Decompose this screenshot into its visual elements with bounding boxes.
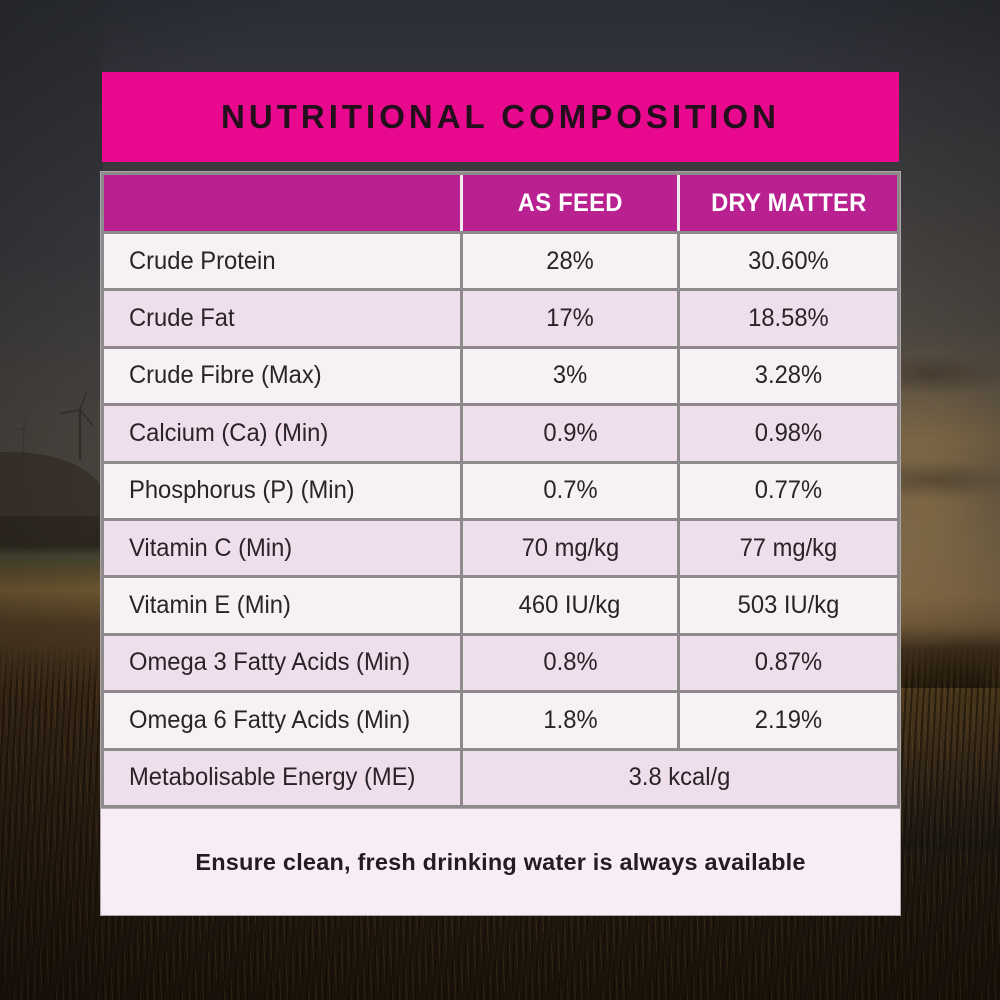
column-header-label: AS FEED (517, 188, 623, 217)
nutrient-label: Omega 6 Fatty Acids (Min) (104, 693, 460, 748)
dry-matter-value: 18.58% (680, 291, 897, 346)
wind-turbine-icon (12, 417, 32, 458)
table-body: AS FEED DRY MATTER Crude Protein 28% 30.60… (101, 172, 900, 808)
table-row: Omega 3 Fatty Acids (Min) 0.8% 0.87% (104, 635, 897, 691)
table-header-row: AS FEED DRY MATTER (104, 175, 897, 231)
as-feed-value: 17% (463, 291, 677, 346)
table-row: Crude Protein 28% 30.60% (104, 234, 897, 289)
table-row: Metabolisable Energy (ME) 3.8 kcal/g (104, 750, 897, 805)
page-title: NUTRITIONAL COMPOSITION (221, 98, 780, 135)
nutrient-label: Metabolisable Energy (ME) (104, 750, 460, 805)
table-row: Crude Fat 17% 18.58% (104, 291, 897, 346)
dry-matter-value: 30.60% (680, 234, 897, 289)
header-dry-matter: DRY MATTER (680, 175, 897, 231)
nutrient-label: Calcium (Ca) (Min) (104, 406, 460, 461)
footer-note-panel: Ensure clean, fresh drinking water is al… (100, 809, 901, 916)
dry-matter-value: 0.98% (680, 406, 897, 461)
nutrient-label: Phosphorus (P) (Min) (104, 463, 460, 518)
as-feed-value: 1.8% (463, 693, 677, 748)
nutrient-label: Crude Fat (104, 291, 460, 346)
nutrition-table: AS FEED DRY MATTER Crude Protein 28% 30.60… (100, 171, 901, 809)
table-row: Vitamin E (Min) 460 IU/kg 503 IU/kg (104, 578, 897, 633)
nutrient-label: Crude Fibre (Max) (104, 348, 460, 404)
wind-turbine-icon (60, 391, 94, 461)
nutrient-label: Vitamin E (Min) (104, 578, 460, 633)
dry-matter-value: 3.28% (680, 348, 897, 404)
as-feed-value: 0.7% (463, 463, 677, 518)
as-feed-value: 0.8% (463, 635, 677, 691)
merged-value-cell: 3.8 kcal/g (463, 750, 897, 805)
table-row: Crude Fibre (Max) 3% 3.28% (104, 348, 897, 404)
nutrient-label: Crude Protein (104, 234, 460, 289)
column-header-label: DRY MATTER (710, 188, 867, 217)
as-feed-value: 460 IU/kg (463, 578, 677, 633)
as-feed-value: 28% (463, 234, 677, 289)
dry-matter-value: 2.19% (680, 693, 897, 748)
nutrient-label: Omega 3 Fatty Acids (Min) (104, 635, 460, 691)
footer-note: Ensure clean, fresh drinking water is al… (195, 848, 806, 875)
as-feed-value: 3% (463, 348, 677, 404)
header-empty-cell (104, 175, 460, 231)
dry-matter-value: 77 mg/kg (680, 520, 897, 576)
title-banner: NUTRITIONAL COMPOSITION (102, 72, 899, 162)
as-feed-value: 0.9% (463, 406, 677, 461)
table-row: Phosphorus (P) (Min) 0.7% 0.77% (104, 463, 897, 518)
table-row: Calcium (Ca) (Min) 0.9% 0.98% (104, 406, 897, 461)
table-row: Omega 6 Fatty Acids (Min) 1.8% 2.19% (104, 693, 897, 748)
nutrient-label: Vitamin C (Min) (104, 520, 460, 576)
dry-matter-value: 0.87% (680, 635, 897, 691)
header-as-feed: AS FEED (463, 175, 677, 231)
dry-matter-value: 503 IU/kg (680, 578, 897, 633)
table-row: Vitamin C (Min) 70 mg/kg 77 mg/kg (104, 520, 897, 576)
dry-matter-value: 0.77% (680, 463, 897, 518)
as-feed-value: 70 mg/kg (463, 520, 677, 576)
